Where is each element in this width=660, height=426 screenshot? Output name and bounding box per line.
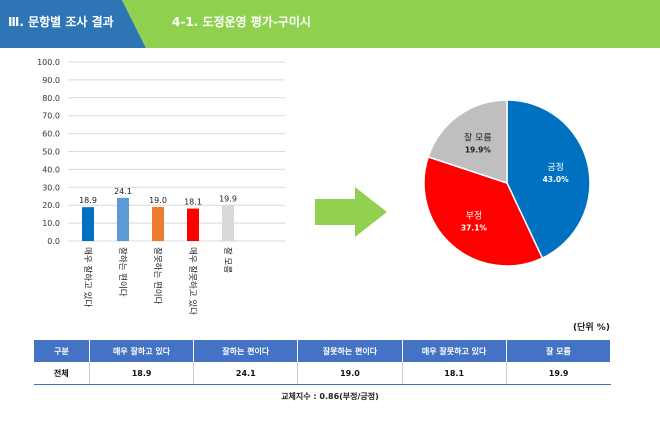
header-shapes xyxy=(0,0,660,48)
table-header-cell: 구분 xyxy=(33,340,90,362)
pie-label: 부정 xyxy=(466,210,483,221)
header-green-block xyxy=(122,0,660,48)
y-tick-label: 40.0 xyxy=(42,165,60,174)
table-cell: 18.9 xyxy=(89,362,195,385)
bar-value-label: 24.1 xyxy=(114,187,132,196)
summary-table: 구분 매우 잘하고 있다 잘하는 편이다 잘못하는 편이다 매우 잘못하고 있다… xyxy=(33,340,612,385)
y-tick-label: 90.0 xyxy=(42,76,60,85)
table-header-cell: 매우 잘못하고 있다 xyxy=(401,340,507,362)
y-tick-label: 100.0 xyxy=(37,58,60,67)
x-category-label: 잘 모름 xyxy=(222,247,233,273)
pie-label: 잘 모름 xyxy=(464,132,492,144)
bar-chart: 0.0 10.0 20.0 30.0 40.0 50.0 60.0 70.0 80.0 90.0 1… xyxy=(37,58,285,315)
pie-value-label: 37.1% xyxy=(461,223,488,232)
table-header-cell: 잘하는 편이다 xyxy=(193,340,299,362)
bar xyxy=(82,207,94,241)
y-tick-label: 30.0 xyxy=(42,183,60,192)
table-cell: 19.9 xyxy=(506,362,611,385)
bar-value-label: 19.9 xyxy=(219,194,237,203)
pie-slice xyxy=(423,155,544,267)
y-tick-label: 20.0 xyxy=(42,201,60,210)
table-header-cell: 잘못하는 편이다 xyxy=(297,340,403,362)
x-category-label: 잘못하는 편이다 xyxy=(152,247,163,305)
table-header-row: 구분 매우 잘하고 있다 잘하는 편이다 잘못하는 편이다 매우 잘못하고 있다… xyxy=(33,340,612,362)
header-banner: Ⅲ. 문항별 조사 결과 4-1. 도정운영 평가-구미시 xyxy=(0,0,660,48)
y-tick-label: 10.0 xyxy=(42,219,60,228)
header-dark-block xyxy=(0,0,146,48)
pie-slice xyxy=(427,100,508,185)
table-cell: 24.1 xyxy=(193,362,299,385)
pie-value-label: 43.0% xyxy=(543,175,570,184)
pie-chart: 긍정 43.0% 부정 37.1% 잘 모름 19.9% xyxy=(423,100,591,267)
y-tick-label: 60.0 xyxy=(42,130,60,139)
bar-value-label: 18.9 xyxy=(79,196,97,205)
table-header-cell: 매우 잘하고 있다 xyxy=(88,340,195,362)
bar xyxy=(222,205,234,241)
y-tick-label: 50.0 xyxy=(42,148,60,157)
unit-label: (단위 %) xyxy=(573,323,610,333)
table-cell: 19.0 xyxy=(297,362,403,385)
y-tick-label: 70.0 xyxy=(42,112,60,121)
bar xyxy=(187,208,199,241)
x-category-label: 매우 잘못하고 있다 xyxy=(187,247,198,315)
table-row: 전체 18.9 24.1 19.0 18.1 19.9 xyxy=(33,362,611,385)
y-tick-label: 80.0 xyxy=(42,94,60,103)
pie-value-label: 19.9% xyxy=(465,146,492,155)
footnote: 교체지수 : 0.86(부정/긍정) xyxy=(281,392,379,401)
table-header-cell: 잘 모름 xyxy=(505,340,612,362)
pie-label: 긍정 xyxy=(547,162,564,173)
bar-value-label: 18.1 xyxy=(184,198,202,207)
right-arrow-icon xyxy=(315,187,387,237)
pie-slice xyxy=(506,100,591,260)
bar-value-label: 19.0 xyxy=(149,196,167,205)
y-tick-label: 0.0 xyxy=(47,237,60,246)
x-category-label: 잘하는 편이다 xyxy=(117,247,128,297)
table-cell: 전체 xyxy=(33,362,90,385)
bar xyxy=(117,197,129,241)
x-category-label: 매우 잘하고 있다 xyxy=(82,247,93,307)
bar xyxy=(152,206,164,241)
section-title: Ⅲ. 문항별 조사 결과 xyxy=(8,15,114,29)
page-title: 4-1. 도정운영 평가-구미시 xyxy=(172,15,311,29)
table-cell: 18.1 xyxy=(402,362,507,385)
